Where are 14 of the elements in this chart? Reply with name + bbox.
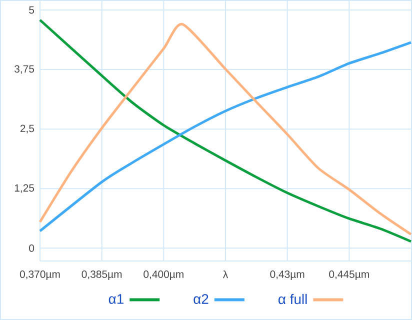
y-tick-label: 0 bbox=[29, 244, 34, 252]
x-tick-label: 0,400µm bbox=[144, 270, 184, 280]
y-tick-label: 2,5 bbox=[20, 124, 34, 134]
legend-label: α2 bbox=[194, 294, 208, 304]
legend-label: α full bbox=[278, 294, 307, 304]
x-tick-label: λ bbox=[222, 270, 228, 278]
x-tick-label: 0,445µm bbox=[329, 270, 369, 280]
x-tick-label: 0,43µm bbox=[270, 270, 304, 280]
legend-label: α1 bbox=[108, 294, 124, 304]
x-tick-label: 0,370µm bbox=[20, 270, 60, 280]
x-tick-label: 0,385µm bbox=[82, 270, 122, 280]
y-tick-label: 3,75 bbox=[14, 65, 34, 74]
y-tick-label: 5 bbox=[29, 6, 34, 14]
y-tick-label: 1,25 bbox=[14, 184, 34, 193]
